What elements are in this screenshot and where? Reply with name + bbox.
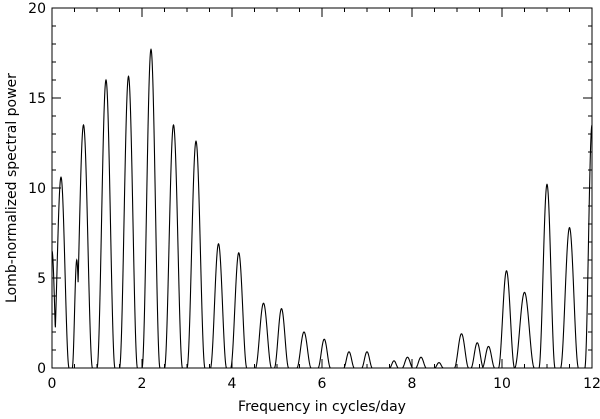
x-tick-label: 8 — [408, 376, 417, 392]
y-axis-title: Lomb-normalized spectral power — [4, 73, 20, 303]
y-tick-label: 20 — [28, 1, 46, 17]
y-tick-label: 15 — [28, 91, 46, 107]
x-tick-label: 4 — [228, 376, 237, 392]
x-tick-label: 2 — [138, 376, 147, 392]
y-tick-labels: 0 5 10 15 20 — [28, 1, 46, 377]
x-tick-label: 10 — [493, 376, 511, 392]
spectral-power-line — [51, 48, 593, 369]
x-tick-label: 6 — [318, 376, 327, 392]
y-tick-label: 5 — [37, 271, 46, 287]
axis-ticks — [51, 7, 593, 369]
plot-frame — [51, 7, 593, 369]
x-axis-title: Frequency in cycles/day — [238, 399, 406, 415]
x-tick-labels: 0 2 4 6 8 10 12 — [48, 376, 600, 392]
x-tick-label: 0 — [48, 376, 57, 392]
x-tick-label: 12 — [583, 376, 600, 392]
y-tick-label: 10 — [28, 181, 46, 197]
y-tick-label: 0 — [37, 361, 46, 377]
